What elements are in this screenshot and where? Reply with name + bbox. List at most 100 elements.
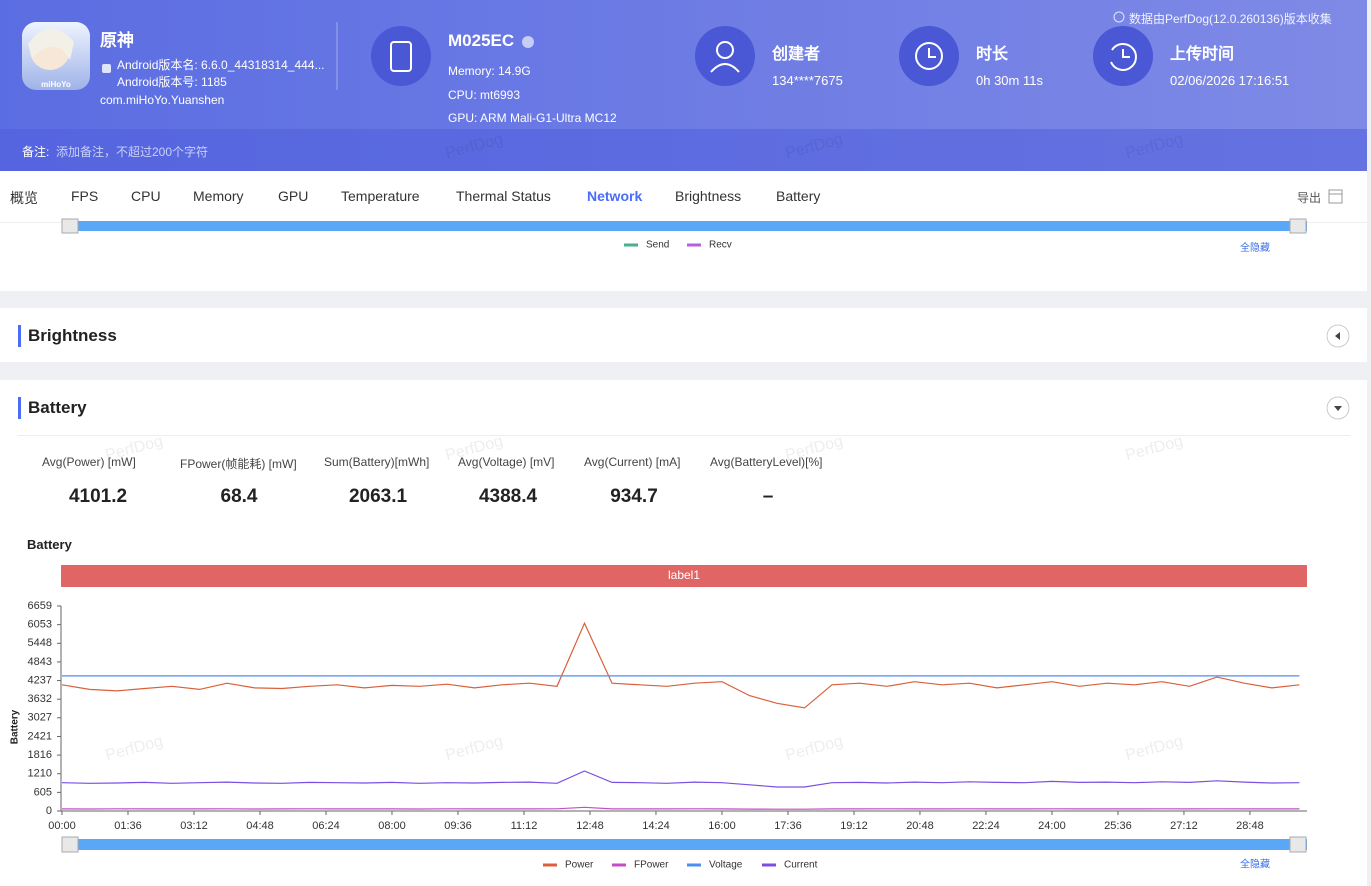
creator: 134****7675 (772, 73, 843, 88)
x-tick-label: 16:00 (708, 820, 736, 832)
x-tick-label: 03:12 (180, 820, 208, 832)
tab[interactable]: Brightness (675, 188, 742, 204)
android-icon (102, 64, 111, 73)
note-icon (1113, 11, 1125, 23)
series-line (61, 621, 1300, 709)
export-icon[interactable] (1328, 189, 1344, 205)
y-tick-label: 0 (46, 805, 52, 817)
tab[interactable]: Battery (776, 188, 821, 204)
tab[interactable]: Memory (193, 188, 244, 204)
range-slider[interactable] (62, 221, 1307, 231)
tab[interactable]: GPU (278, 188, 309, 204)
y-tick-label: 5448 (28, 637, 52, 649)
network-controls: Send Recv (61, 218, 1307, 251)
x-tick-label: 04:48 (246, 820, 274, 832)
version-code: Android版本号: 1185 (117, 75, 227, 89)
stat-value: – (762, 486, 774, 507)
legend-label[interactable]: Recv (709, 240, 732, 251)
section-title: Battery (28, 398, 87, 417)
y-tick-label: 4237 (28, 674, 52, 686)
banner (61, 565, 1307, 587)
y-tick-label: 3027 (28, 712, 52, 724)
battery-chart: label1 Battery 0 605 1210 1816 2421 3027 3632 423… (10, 565, 1307, 871)
device-glyph (390, 41, 412, 72)
tab-active[interactable]: Network (587, 188, 643, 204)
remark-input[interactable]: 添加备注，不超过200个字符 (56, 145, 209, 159)
chart-title: Battery (27, 537, 72, 552)
legend-label[interactable]: Voltage (709, 860, 743, 871)
export-glyph (1328, 189, 1343, 204)
x-tick-label: 24:00 (1038, 820, 1066, 832)
hide-all[interactable]: 全隐藏 (1240, 243, 1270, 254)
duration: 0h 30m 11s (976, 73, 1043, 88)
x-tick-label: 00:00 (48, 820, 76, 832)
legend-label[interactable]: FPower (634, 860, 669, 871)
export-button[interactable]: 导出 (1297, 191, 1322, 205)
x-tick-label: 27:12 (1170, 820, 1198, 832)
legend-label[interactable]: Power (565, 860, 594, 871)
section-marker (18, 397, 21, 419)
header-icons: miHoYo (22, 11, 1153, 90)
tab[interactable]: 概览 (10, 190, 38, 206)
creator-label: 创建者 (772, 46, 821, 63)
memory: Memory: 14.9G (448, 64, 531, 78)
slider-handle[interactable] (61, 218, 79, 234)
y-tick-label: 1816 (28, 749, 52, 761)
tab[interactable]: Temperature (341, 188, 420, 204)
collapse-button[interactable] (1326, 396, 1350, 420)
x-tick-label: 22:24 (972, 820, 1000, 832)
y-tick-label: 2421 (28, 730, 52, 742)
creator-glyph-body (710, 63, 740, 73)
remark-bar (0, 129, 1367, 171)
banner-label: label1 (668, 568, 700, 582)
x-tick-label: 20:48 (906, 820, 934, 832)
tab[interactable]: FPS (71, 188, 99, 204)
collapse-arrow (1334, 406, 1342, 411)
app-name: 原神 (100, 31, 134, 50)
x-tick-label: 14:24 (642, 820, 670, 832)
clock-hands (928, 48, 936, 58)
legend-label[interactable]: Current (784, 860, 818, 871)
hide-all[interactable]: 全隐藏 (1240, 858, 1270, 871)
upload-label: 上传时间 (1170, 46, 1235, 63)
y-tick-label: 6659 (28, 600, 52, 612)
x-tick-label: 01:36 (114, 820, 142, 832)
series-line (61, 806, 1300, 810)
upload-time: 02/06/2026 17:16:51 (1170, 73, 1290, 88)
device-icon (371, 26, 431, 86)
y-tick-label: 6053 (28, 619, 52, 631)
gpu: GPU: ARM Mali-G1-Ultra MC12 (448, 111, 617, 125)
y-tick-label: 1210 (28, 768, 52, 780)
x-tick-label: 06:24 (312, 820, 340, 832)
x-tick-label: 12:48 (576, 820, 604, 832)
stat-label: Avg(BatteryLevel)[%] (710, 455, 823, 469)
series-line (61, 770, 1300, 788)
info-icon (522, 36, 534, 48)
expand-button[interactable] (1326, 324, 1350, 348)
divider (18, 435, 1350, 436)
source-note: 数据由PerfDog(12.0.260136)版本收集 (1129, 12, 1332, 26)
slider-handle[interactable] (61, 836, 79, 853)
expand-arrow (1335, 332, 1340, 340)
tab[interactable]: CPU (131, 188, 161, 204)
creator-glyph (716, 41, 734, 59)
range-slider[interactable] (62, 839, 1307, 850)
stat-label: Avg(Power) [mW] (42, 455, 136, 469)
x-tick-label: 08:00 (378, 820, 406, 832)
x-tick-label: 11:12 (511, 820, 538, 832)
x-tick-label: 19:12 (840, 820, 868, 832)
slider-handle[interactable] (1289, 218, 1307, 234)
slider-handle[interactable] (1289, 836, 1307, 853)
history-hands (1122, 49, 1130, 58)
y-tick-label: 4843 (28, 656, 52, 668)
legend-label[interactable]: Send (646, 240, 669, 251)
duration-label: 时长 (976, 46, 1009, 63)
brightness-card (0, 308, 1367, 362)
creator-icon (695, 26, 755, 86)
y-axis-label: Battery (10, 709, 21, 744)
stat-label: Sum(Battery)[mWh] (324, 455, 430, 469)
tab[interactable]: Thermal Status (456, 188, 551, 204)
x-tick-label: 25:36 (1104, 820, 1132, 832)
stat-label: FPower(帧能耗) [mW] (180, 457, 297, 471)
